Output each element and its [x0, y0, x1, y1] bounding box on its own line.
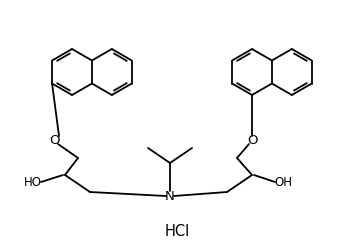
- Text: OH: OH: [274, 176, 292, 188]
- Text: HCl: HCl: [164, 225, 190, 240]
- Text: O: O: [247, 133, 257, 146]
- Text: N: N: [165, 189, 175, 202]
- Text: HO: HO: [24, 176, 42, 188]
- Text: O: O: [50, 133, 60, 146]
